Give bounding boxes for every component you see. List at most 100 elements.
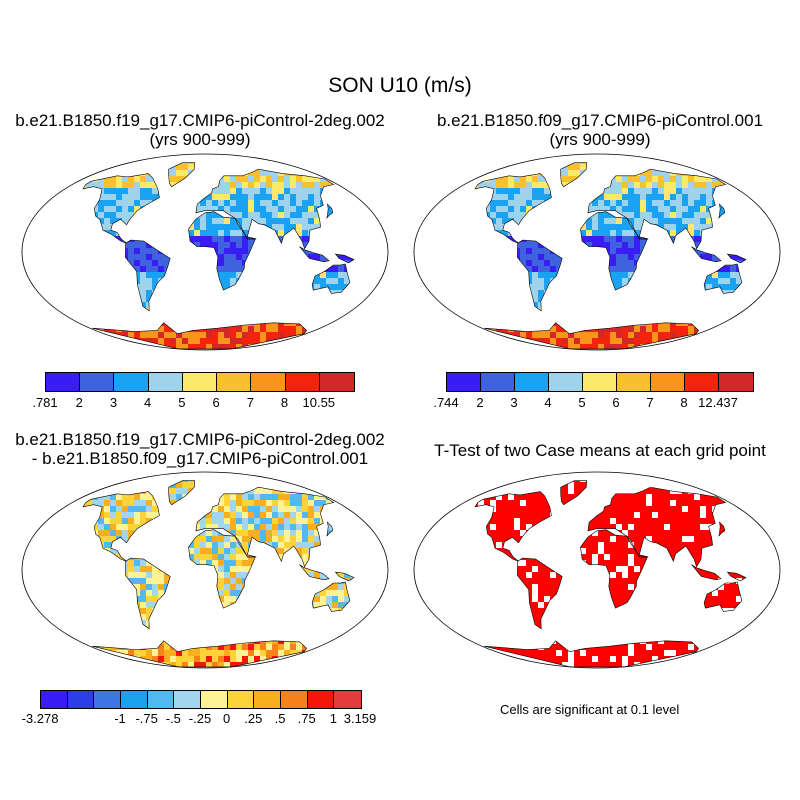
colorbar-swatch (583, 373, 617, 391)
colorbar-tick-label: 5 (178, 395, 186, 410)
panel-1-title-line2: (yrs 900-999) (149, 130, 251, 149)
coastline (311, 581, 351, 612)
field-cells (475, 480, 746, 667)
colorbar-tick-label: 12.437 (698, 395, 738, 410)
colorbar-tick-label: 8 (680, 395, 688, 410)
panel-4-map (413, 471, 781, 669)
colorbar-tick-label: -1 (114, 711, 126, 726)
colorbar-swatch (254, 691, 281, 708)
coastline (560, 162, 588, 188)
colorbar-tick-label: 8 (280, 395, 289, 410)
colorbar-tick-label: 4 (144, 395, 152, 410)
colorbar-swatch (319, 373, 354, 391)
map-outline (413, 153, 781, 351)
colorbar-tick-label: 5 (578, 395, 586, 410)
colorbar-swatch (334, 691, 361, 708)
colorbar-swatch (617, 373, 651, 391)
colorbar-swatch (174, 691, 201, 708)
colorbar-tick-label: 3.159 (343, 711, 377, 726)
colorbar-swatch (481, 373, 515, 391)
coastline (580, 529, 648, 609)
panel-2-title-line1: b.e21.B1850.f09_g17.CMIP6-piControl.001 (436, 111, 764, 130)
colorbar-tick-label: 6 (612, 395, 620, 410)
panel-2-title-line2: (yrs 900-999) (549, 130, 651, 149)
panel-2-colorbar (446, 372, 754, 392)
colorbar-swatch (147, 691, 175, 708)
panel-1-colorbar (45, 372, 355, 392)
coastline (92, 640, 308, 668)
colorbar-tick-label: 10.55 (302, 395, 336, 410)
coastline (125, 557, 171, 630)
colorbar-swatch (549, 373, 583, 391)
coastline (82, 173, 160, 244)
coastline (474, 491, 552, 562)
colorbar-tick-label: -.25 (188, 711, 212, 726)
panel-2-map (413, 153, 781, 351)
coastline (334, 253, 355, 264)
coastline (560, 480, 588, 506)
colorbar-swatch (719, 373, 753, 391)
panel-3-map (21, 471, 389, 669)
coastline (326, 521, 334, 537)
colorbar-swatch (685, 373, 719, 391)
colorbar-tick-label: 3 (109, 395, 118, 410)
colorbar-swatch (182, 373, 218, 391)
colorbar-tick-label: .5 (274, 711, 286, 726)
map-outline (413, 471, 781, 669)
coastline (168, 480, 196, 506)
coastline (580, 211, 648, 291)
coastline (718, 521, 726, 537)
colorbar-tick-label: .25 (244, 711, 263, 726)
colorbar-tick-label: 6 (212, 395, 220, 410)
coastline (517, 239, 563, 312)
colorbar-swatch (285, 373, 320, 391)
coastline (484, 322, 700, 350)
colorbar-tick-label: .744 (433, 395, 459, 410)
colorbar-tick-label: 1 (329, 711, 337, 726)
coastline (168, 162, 196, 188)
panel-3-colorbar (40, 690, 362, 709)
colorbar-swatch (447, 373, 481, 391)
coastline (703, 581, 743, 612)
panel-1-title-line1: b.e21.B1850.f19_g17.CMIP6-piControl-2deg… (15, 111, 385, 130)
colorbar-swatch (651, 373, 685, 391)
colorbar-tick-label: 2 (476, 395, 484, 410)
colorbar-swatch (200, 691, 228, 708)
significance-note: Cells are significant at 0.1 level (500, 702, 680, 717)
coastline (188, 529, 256, 609)
panel-4-title: T-Test of two Case means at each grid po… (434, 441, 766, 460)
coastline (92, 322, 308, 350)
coastline (517, 557, 563, 630)
field-cells (83, 162, 354, 349)
colorbar-swatch (94, 691, 121, 708)
coastline (484, 640, 700, 668)
coastline (726, 571, 747, 582)
coastline (474, 173, 552, 244)
coastline (82, 491, 160, 562)
colorbar-swatch (251, 373, 286, 391)
colorbar-swatch (41, 691, 68, 708)
colorbar-swatch (280, 691, 308, 708)
panel-3-title-line2: - b.e21.B1850.f09_g17.CMIP6-piControl.00… (31, 449, 369, 468)
colorbar-swatch (217, 373, 252, 391)
colorbar-tick-label: 7 (646, 395, 654, 410)
coastline (334, 571, 355, 582)
colorbar-swatch (114, 373, 149, 391)
colorbar-swatch (46, 373, 81, 391)
coastline (311, 263, 351, 294)
colorbar-swatch (148, 373, 183, 391)
coastline (188, 211, 256, 291)
map-outline (21, 153, 389, 351)
panel-1-map (21, 153, 389, 351)
colorbar-tick-label: 2 (75, 395, 83, 410)
coastline (691, 246, 722, 263)
coastline (299, 246, 330, 263)
colorbar-tick-label: -.5 (165, 711, 181, 726)
colorbar-tick-label: -3.278 (21, 711, 59, 726)
map-outline (21, 471, 389, 669)
colorbar-swatch (515, 373, 549, 391)
colorbar-tick-label: 0 (223, 711, 231, 726)
colorbar-swatch (227, 691, 255, 708)
colorbar-tick-label: .781 (32, 395, 58, 410)
colorbar-swatch (80, 373, 115, 391)
